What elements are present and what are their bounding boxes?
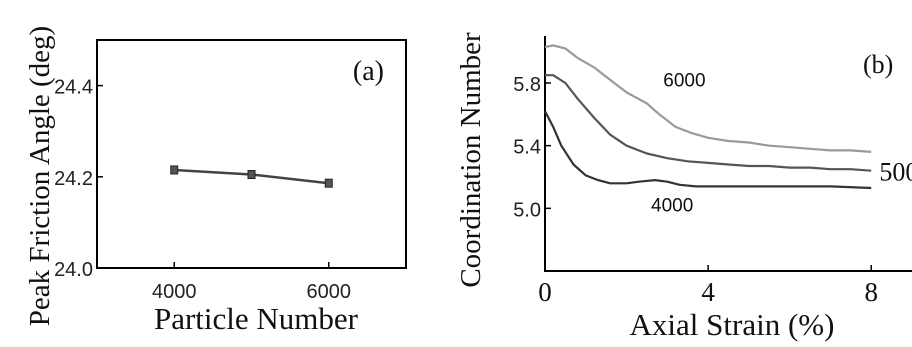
panel-b-y-tick-label: 5.4 bbox=[513, 137, 541, 159]
panel-a-data-point bbox=[247, 170, 256, 180]
panel-a-y-axis-label: Peak Friction Angle (deg) bbox=[24, 26, 56, 326]
panel-b-series-line-6000 bbox=[544, 44, 872, 153]
panel-a-y-ticks: 24.0 24.2 24.4 bbox=[54, 77, 103, 281]
panel-a-data-point bbox=[170, 165, 179, 175]
panel-b: 5.0 5.4 5.8 0 4 8 6000 5000 4000 (b) Axial Str… bbox=[455, 32, 912, 342]
panel-b-y-ticks: 5.0 5.4 5.8 bbox=[513, 74, 551, 221]
panel-b-x-tick-label: 4 bbox=[701, 277, 715, 307]
panel-b-y-tick-label: 5.8 bbox=[513, 74, 541, 96]
panel-a-y-tick-label: 24.0 bbox=[54, 259, 93, 281]
panel-b-series-line-5000 bbox=[545, 74, 872, 172]
panel-b-series-annotation-6000: 6000 bbox=[663, 70, 705, 91]
panel-a-plot-frame bbox=[96, 39, 407, 269]
panel-a-label: (a) bbox=[353, 56, 384, 87]
panel-b-y-tick-label: 5.0 bbox=[513, 199, 541, 221]
panel-b-y-axis-label: Coordination Number bbox=[455, 32, 487, 288]
panel-a-x-tick-label: 4000 bbox=[152, 281, 197, 303]
panel-b-x-tick-label: 8 bbox=[864, 277, 878, 307]
panel-a-x-axis-label: Particle Number bbox=[154, 301, 359, 336]
panel-a: 24.0 24.2 24.4 4000 6000 (a) Particle Numbe… bbox=[24, 26, 407, 336]
panel-b-series-annotation-4000: 4000 bbox=[651, 196, 693, 217]
panel-b-annotations: 6000 5000 4000 bbox=[651, 70, 912, 216]
panel-b-label: (b) bbox=[863, 50, 893, 79]
panel-a-x-ticks: 4000 6000 bbox=[152, 262, 351, 303]
panel-a-data-point bbox=[324, 178, 333, 188]
panel-b-series-line-4000 bbox=[544, 110, 872, 190]
panel-b-x-ticks: 0 4 8 bbox=[538, 265, 878, 307]
panel-b-series-annotation-5000: 5000 bbox=[879, 158, 912, 187]
panel-b-x-tick-label: 0 bbox=[538, 277, 552, 307]
panel-a-y-tick-label: 24.4 bbox=[54, 77, 93, 99]
panel-b-x-axis-label: Axial Strain (%) bbox=[630, 307, 835, 342]
panel-b-series bbox=[544, 44, 872, 190]
panel-a-x-tick-label: 6000 bbox=[307, 281, 352, 303]
panel-a-y-tick-label: 24.2 bbox=[54, 168, 93, 190]
panel-a-series bbox=[170, 165, 333, 188]
